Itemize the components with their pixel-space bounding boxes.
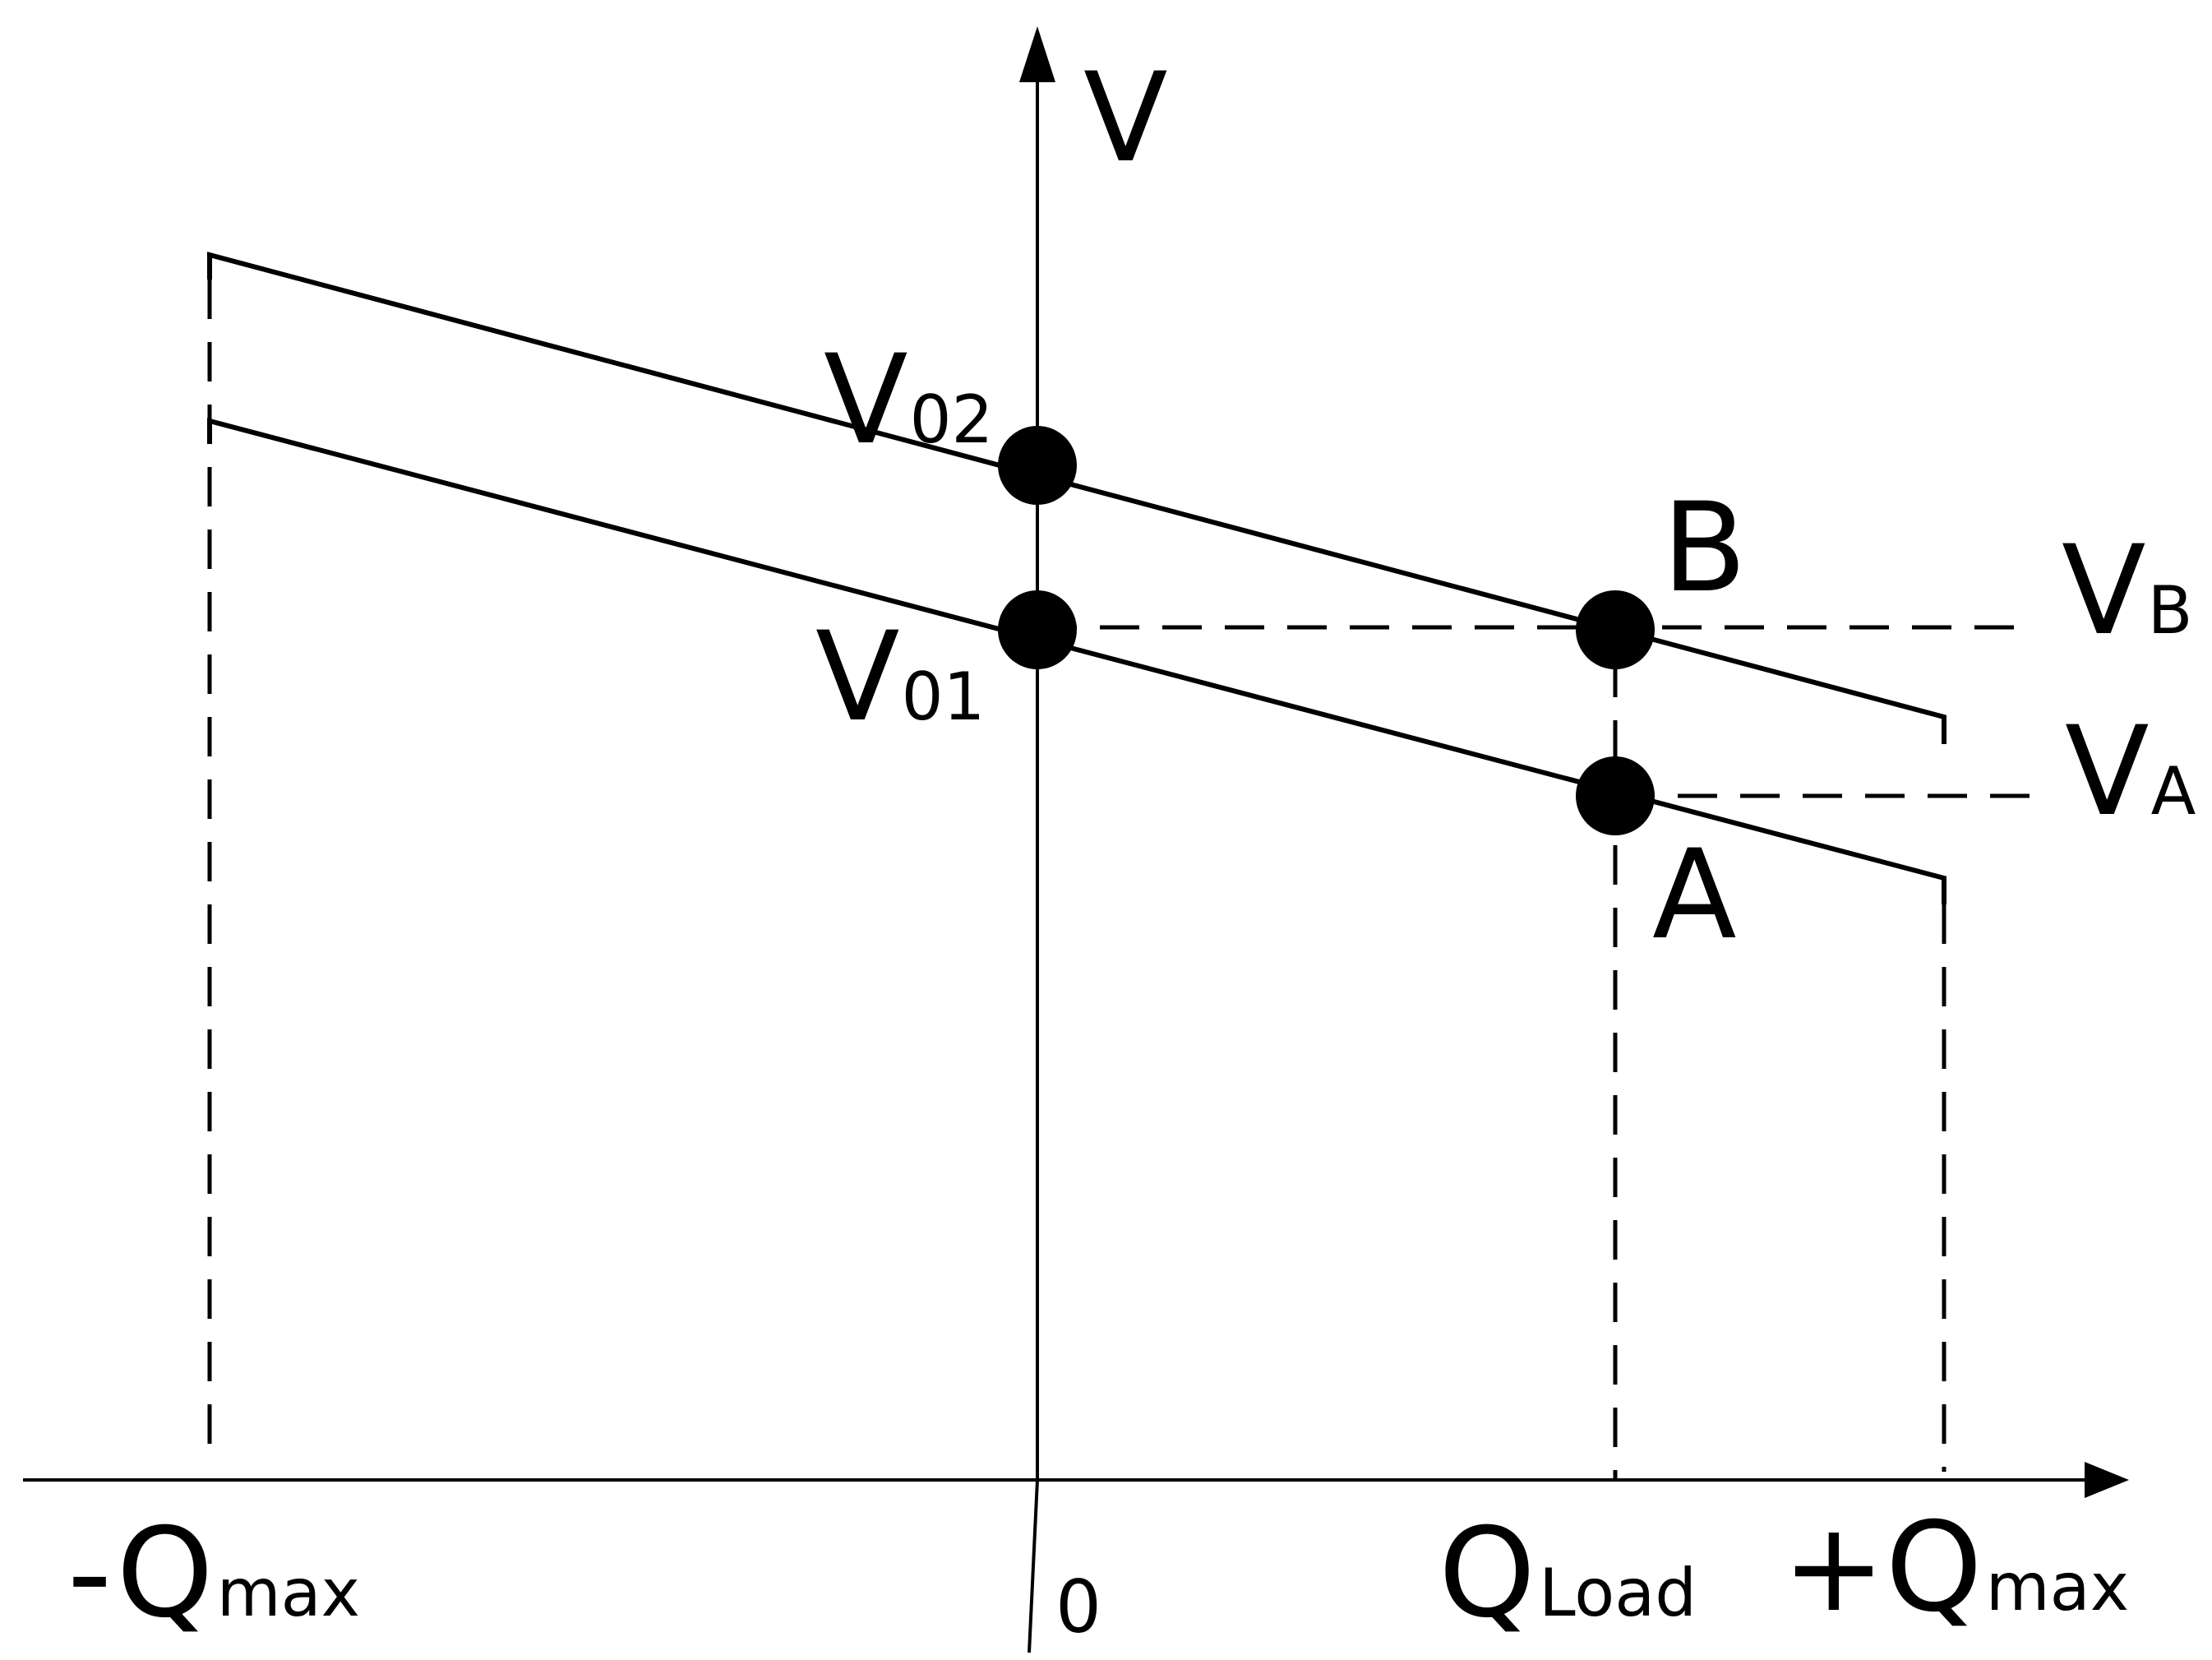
va-main: V [2065,701,2150,844]
point-b-dot [1576,590,1655,669]
y-axis-arrowhead [1019,26,1055,82]
point-v01-dot [998,590,1077,669]
dashed-guides [207,280,2030,1480]
operating-points [998,426,1655,835]
v01-sub: 01 [902,659,986,735]
qload-main: Q [1438,1502,1535,1645]
point-b-label: B [1662,477,1747,620]
pos-qmax-main: +Q [1782,1496,1983,1639]
point-v02-dot [998,426,1077,505]
v02-main: V [824,329,908,472]
neg-qmax-label: -Qmax [67,1502,360,1645]
y-axis-label: V [1083,47,1168,190]
upper-droop-line [207,252,1946,744]
v01-main: V [815,606,900,749]
va-sub: A [2151,753,2196,830]
qload-label: QLoad [1438,1502,1697,1645]
x-axis-arrowhead [2085,1462,2129,1498]
va-label: VA [2065,701,2196,844]
vb-label: VB [2062,520,2193,663]
vb-main: V [2062,520,2146,663]
point-a-label: A [1652,824,1737,967]
neg-qmax-sub: max [217,1555,360,1631]
vb-sub: B [2148,572,2193,649]
neg-qmax-main: -Q [67,1502,214,1645]
y-axis-lower-stub [1027,1479,1039,1653]
v02-sub: 02 [910,381,994,458]
v01-label: V01 [815,606,985,749]
qload-sub: Load [1539,1555,1697,1631]
origin-label: 0 [1055,1565,1101,1649]
axes [23,66,2104,1653]
point-a-dot [1576,756,1655,835]
pos-qmax-label: +Qmax [1782,1496,2129,1639]
v02-label: V02 [824,329,993,472]
pos-qmax-sub: max [1986,1549,2129,1625]
